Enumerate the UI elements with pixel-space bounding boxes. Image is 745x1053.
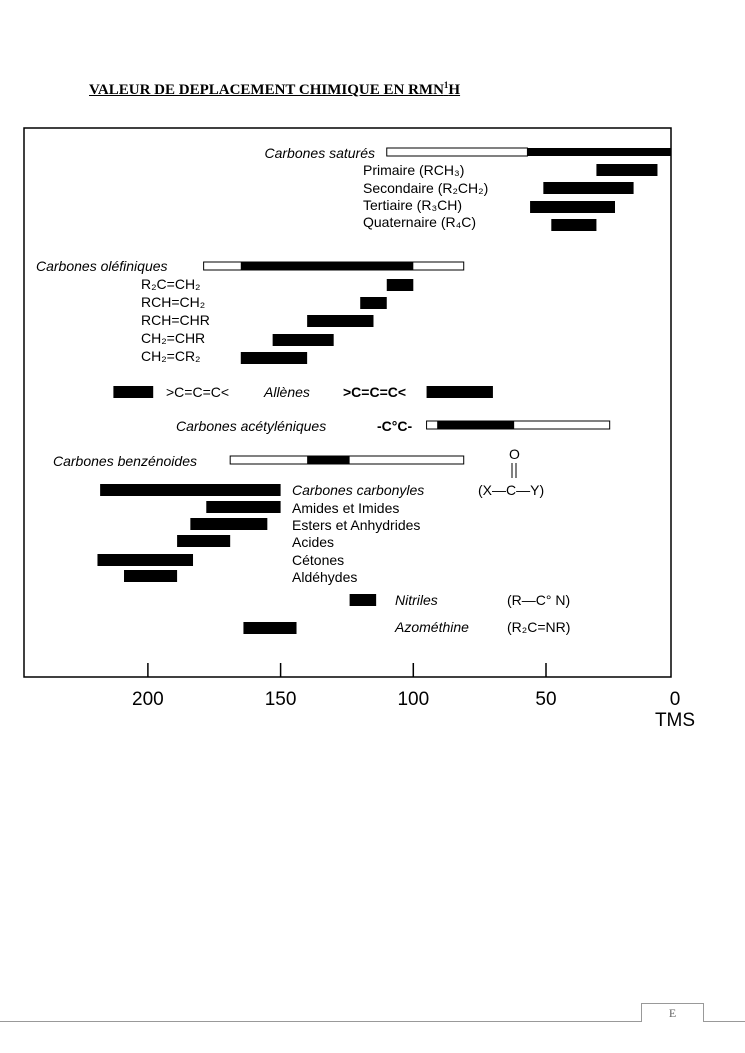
label-secondaire: Secondaire (R₂CH₂): [363, 180, 488, 196]
label-primaire: Primaire (RCH₃): [363, 162, 464, 178]
title-text: VALEUR DE DEPLACEMENT CHIMIQUE EN RMN: [89, 82, 444, 98]
title-end: H: [448, 82, 461, 98]
range-bar-esters-et-anhydrides: [190, 518, 268, 530]
label-nitrile-formula: (R—C° N): [507, 592, 570, 608]
range-bar-carbones-carbonyles: [100, 484, 281, 496]
label-allene-right: >C=C=C<: [343, 384, 406, 400]
label-olef4: CH₂=CHR: [141, 330, 205, 346]
label-nitriles: Nitriles: [395, 592, 438, 608]
range-bar-primaire-rch: [596, 164, 658, 176]
label-aldehydes: Aldéhydes: [292, 569, 357, 585]
x-axis: 200 150 100 50 0: [132, 663, 680, 710]
bars-group: [97, 147, 671, 634]
range-bar-carbones-ac-tyl-niques: [437, 421, 515, 429]
label-olefiniques: Carbones oléfiniques: [36, 258, 168, 274]
range-bar-rch-ch: [360, 297, 387, 309]
nmr-shift-chart: 200 150 100 50 0 Carbones saturés Primaire (…: [23, 127, 695, 731]
range-bar-nitriles: [349, 594, 377, 606]
label-quaternaire: Quaternaire (R₄C): [363, 214, 476, 230]
range-bar-carbones-benz-noides: [307, 456, 350, 464]
range-bar-open-carbones-ac-tyl-niques: [426, 420, 611, 430]
range-bar-open-carbones-satur-s: [386, 147, 528, 157]
range-bar-ch-cr: [240, 352, 308, 364]
label-carbonyl-formula: (X—C—Y): [478, 482, 544, 498]
label-carbonyles: Carbones carbonyles: [292, 482, 424, 498]
label-benzenoides: Carbones benzénoides: [53, 453, 197, 469]
document-title: VALEUR DE DEPLACEMENT CHIMIQUE EN RMN1H: [89, 80, 460, 99]
range-bar-amides-et-imides: [206, 501, 281, 513]
label-acides: Acides: [292, 534, 334, 550]
range-bar-all-nes-c-c-c: [113, 386, 154, 398]
label-esters: Esters et Anhydrides: [292, 517, 420, 533]
range-bar-rch-chr: [307, 315, 374, 327]
range-bar-quaternaire-r-c: [551, 219, 597, 231]
carbonyl-oxygen: O: [509, 446, 520, 462]
x-tick-label-150: 150: [265, 689, 297, 710]
label-acetyleniques: Carbones acétyléniques: [176, 418, 326, 434]
label-satures: Carbones saturés: [264, 145, 375, 161]
label-amides: Amides et Imides: [292, 500, 399, 516]
range-bar-all-nes-c-c-c-terminal: [426, 386, 493, 398]
label-olef3: RCH=CHR: [141, 312, 210, 328]
label-acetyl-formula: -C°C-: [377, 418, 412, 434]
range-bar-r-c-ch: [386, 279, 414, 291]
x-tick-label-50: 50: [535, 689, 556, 710]
x-tick-label-0: 0: [670, 689, 681, 710]
x-tick-label-100: 100: [397, 689, 429, 710]
label-allene-left: >C=C=C<: [166, 384, 229, 400]
range-bar-acides: [177, 535, 231, 547]
range-bar-secondaire-r-ch: [543, 182, 634, 194]
page-footer-label: E: [641, 1003, 704, 1022]
range-bar-carbones-satur-s: [527, 148, 671, 156]
range-bar-c-tones: [97, 554, 194, 566]
label-azomethine-formula: (R₂C=NR): [507, 619, 570, 635]
range-bar-ald-hydes: [124, 570, 178, 582]
label-olef1: R₂C=CH₂: [141, 276, 201, 292]
x-tick-label-200: 200: [132, 689, 164, 710]
range-bar-ch-chr: [272, 334, 334, 346]
label-allenes: Allènes: [263, 384, 310, 400]
chart-frame: [23, 127, 672, 678]
x-reference-label: TMS: [655, 710, 695, 731]
range-bar-carbones-ol-finiques: [240, 262, 414, 270]
label-azomethine: Azométhine: [394, 619, 469, 635]
range-bar-tertiaire-r-ch: [530, 201, 616, 213]
label-cetones: Cétones: [292, 552, 344, 568]
title-superscript: 1: [443, 80, 449, 90]
footer-line: [0, 1021, 745, 1022]
range-bar-azom-thine: [243, 622, 297, 634]
label-olef5: CH₂=CR₂: [141, 348, 201, 364]
label-olef2: RCH=CH₂: [141, 294, 205, 310]
label-tertiaire: Tertiaire (R₃CH): [363, 197, 462, 213]
